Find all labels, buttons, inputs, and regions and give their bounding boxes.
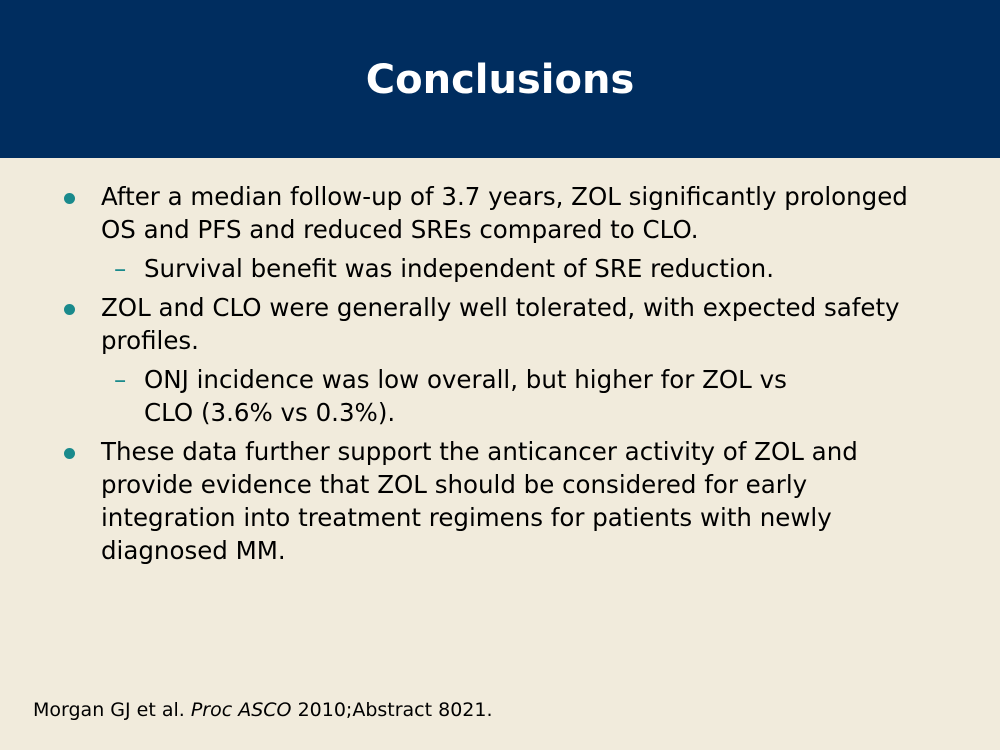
reference-authors: Morgan GJ et al. (33, 699, 185, 721)
bullet-dot-icon (64, 448, 75, 459)
reference-details: 2010;Abstract 8021. (297, 699, 493, 721)
bullet-dot-icon (64, 304, 75, 315)
sub-bullet-text-1: Survival benefit was independent of SRE … (144, 254, 775, 283)
reference-journal: Proc ASCO (190, 699, 292, 721)
slide-title: Conclusions (365, 57, 635, 103)
reference-citation: Morgan GJ et al. Proc ASCO 2010;Abstract… (33, 697, 493, 723)
sub-bullet-item-1: – Survival benefit was independent of SR… (0, 252, 1000, 285)
bullet-dot-icon (64, 193, 75, 204)
sub-bullet-text-2: ONJ incidence was low overall, but highe… (144, 365, 787, 427)
slide-content: After a median follow-up of 3.7 years, Z… (0, 180, 1000, 573)
dash-icon: – (114, 254, 127, 283)
sub-bullet-item-2: – ONJ incidence was low overall, but hig… (0, 363, 1000, 429)
bullet-item-1: After a median follow-up of 3.7 years, Z… (0, 180, 1000, 246)
bullet-text-3: These data further support the anticance… (101, 437, 858, 565)
dash-icon: – (114, 365, 127, 394)
bullet-item-3: These data further support the anticance… (0, 435, 1000, 567)
title-banner: Conclusions (0, 0, 1000, 158)
bullet-text-2: ZOL and CLO were generally well tolerate… (101, 293, 900, 355)
bullet-text-1: After a median follow-up of 3.7 years, Z… (101, 182, 908, 244)
bullet-item-2: ZOL and CLO were generally well tolerate… (0, 291, 1000, 357)
